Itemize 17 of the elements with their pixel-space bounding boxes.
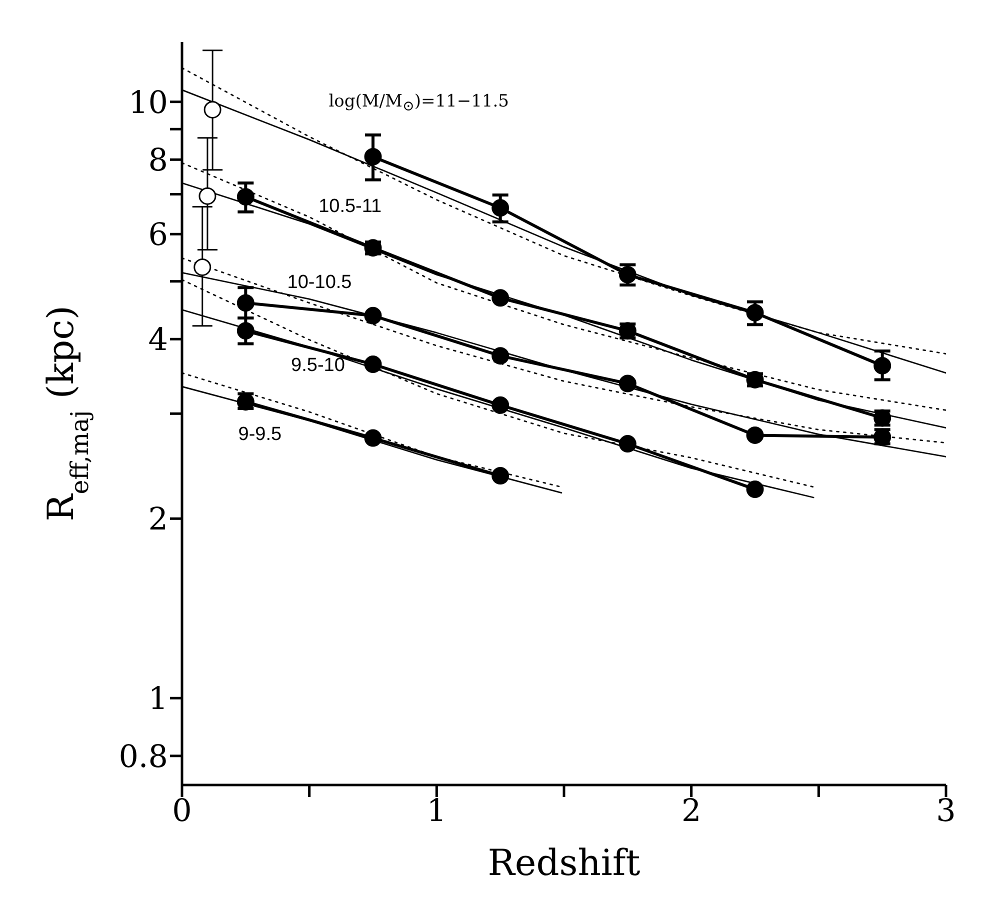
y-tick-label: 0.8 [118,738,168,775]
x-axis-title: Redshift [488,843,641,884]
y-tick-label: 2 [148,502,168,538]
y-tick-label: 4 [148,322,168,358]
y-tick-label: 6 [148,217,168,254]
annotation: 9-9.5 [238,424,282,446]
annotation: log(M/M$_{⊙}$)=11−11.5 [328,91,509,115]
y-tick-label: 10 [128,84,168,121]
annotation: 9.5-10 [291,354,345,377]
x-tick-label: 2 [681,793,702,830]
x-tick-label: 0 [172,793,192,830]
annotation: 10-10.5 [287,272,352,294]
x-tick-label: 1 [426,793,447,830]
annotation: 10.5-11 [318,196,382,218]
y-tick-label: 8 [148,142,168,179]
y-tick-label: 1 [148,681,168,718]
x-tick-label: 3 [936,793,956,830]
